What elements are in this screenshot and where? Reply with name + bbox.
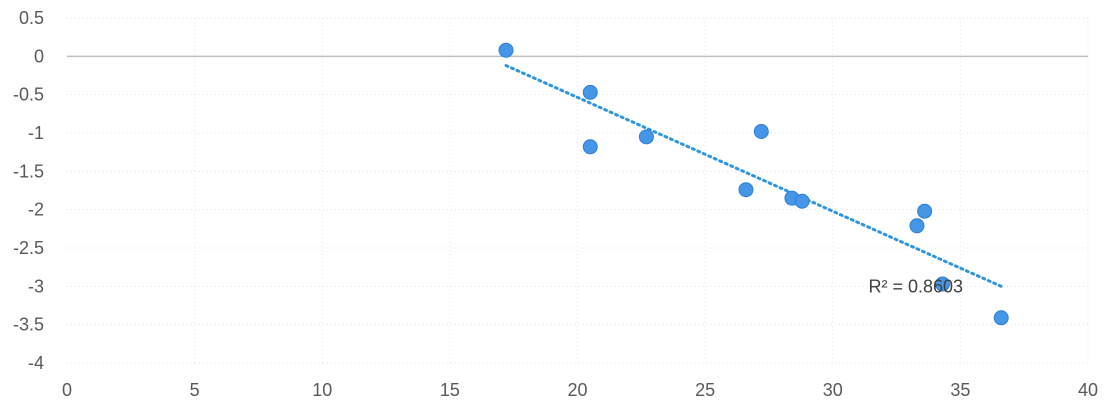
x-tick-label: 0 bbox=[62, 380, 72, 400]
data-point bbox=[738, 182, 754, 198]
grid-layer bbox=[67, 17, 1089, 364]
x-tick-label: 20 bbox=[567, 380, 587, 400]
data-point bbox=[638, 129, 654, 145]
y-tick-label: -1 bbox=[28, 123, 44, 143]
data-point bbox=[582, 139, 598, 155]
y-tick-label: -4 bbox=[28, 353, 44, 373]
x-tick-label: 30 bbox=[823, 380, 843, 400]
data-point bbox=[935, 276, 951, 292]
y-tick-label: -1.5 bbox=[13, 161, 44, 181]
data-point bbox=[753, 123, 769, 139]
data-point bbox=[582, 84, 598, 100]
trendline-layer bbox=[504, 64, 1003, 288]
x-tick-label: 35 bbox=[950, 380, 970, 400]
data-point bbox=[993, 310, 1009, 326]
y-tick-label: 0.5 bbox=[19, 8, 44, 28]
x-tick-label: 10 bbox=[312, 380, 332, 400]
points-layer bbox=[498, 42, 1009, 326]
y-tick-label: -2 bbox=[28, 200, 44, 220]
data-point bbox=[498, 42, 514, 58]
x-tick-label: 25 bbox=[695, 380, 715, 400]
x-tick-label: 15 bbox=[440, 380, 460, 400]
y-tick-label: -3.5 bbox=[13, 315, 44, 335]
y-tick-label: -0.5 bbox=[13, 85, 44, 105]
y-tick-label: 0 bbox=[34, 46, 44, 66]
y-tick-label: -3 bbox=[28, 276, 44, 296]
x-tick-label: 5 bbox=[190, 380, 200, 400]
data-point bbox=[794, 193, 810, 209]
data-point bbox=[917, 203, 933, 219]
trendline bbox=[504, 64, 1003, 288]
x-tick-label: 40 bbox=[1078, 380, 1098, 400]
tick-label-layer: 0.5 0 -0.5 -1 -1.5 -2 -2.5 -3 -3.5 -4 0 5 10 15 20 25 30… bbox=[13, 8, 1098, 400]
r-squared-label: R² = 0.8603 bbox=[868, 276, 963, 296]
y-tick-label: -2.5 bbox=[13, 238, 44, 258]
data-point bbox=[909, 218, 925, 234]
annotation-layer: R² = 0.8603 bbox=[868, 276, 963, 296]
